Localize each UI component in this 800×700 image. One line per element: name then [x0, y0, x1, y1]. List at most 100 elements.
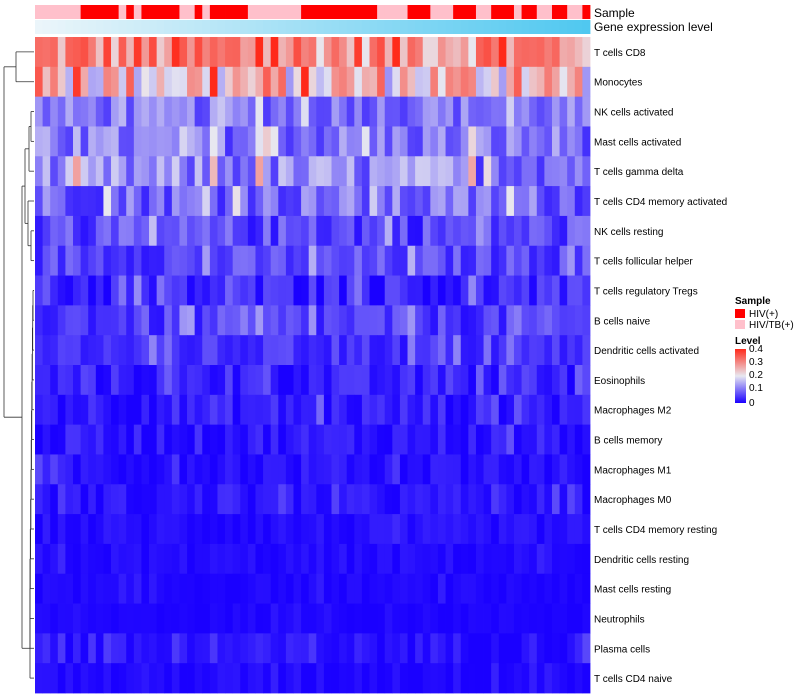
heatmap-cell [187, 96, 196, 127]
heatmap-cell [156, 573, 165, 604]
heatmap-cell [65, 394, 74, 426]
heatmap-cell [270, 633, 279, 664]
heatmap-cell [111, 365, 120, 396]
heatmap-cell [187, 245, 196, 276]
heatmap-cell [209, 484, 218, 515]
heatmap-cell [529, 37, 538, 68]
heatmap-cell [57, 275, 66, 306]
expression-annotation-cell [483, 20, 492, 34]
heatmap-cell [133, 514, 142, 545]
sample-annotation-cell [111, 5, 120, 19]
sample-annotation-label: Sample [594, 6, 635, 20]
heatmap-cell [323, 186, 332, 217]
row-label: Neutrophils [594, 614, 645, 625]
heatmap-cell [506, 394, 515, 426]
legend-label-hiv: HIV(+) [749, 309, 778, 320]
heatmap-cell [551, 186, 560, 217]
heatmap-cell [73, 603, 82, 634]
heatmap-cell [551, 573, 560, 604]
heatmap-cell [111, 275, 120, 306]
heatmap-cell [574, 663, 583, 694]
heatmap-cell [293, 365, 302, 396]
heatmap-cell [65, 663, 74, 694]
heatmap-cell [551, 275, 560, 306]
heatmap-cell [225, 514, 234, 545]
heatmap-cell [384, 335, 393, 366]
heatmap-cell [80, 335, 89, 366]
heatmap-cell [255, 96, 264, 127]
heatmap-cell [118, 543, 127, 575]
heatmap-cell [506, 663, 515, 694]
sample-annotation-cell [582, 5, 591, 19]
heatmap-cell [536, 156, 545, 187]
heatmap-cell [149, 514, 158, 545]
heatmap-cell [361, 37, 370, 68]
heatmap-cell [80, 305, 89, 336]
heatmap-cell [179, 96, 188, 127]
heatmap-cell [278, 335, 287, 366]
heatmap-cell [278, 484, 287, 515]
heatmap-cell [513, 245, 522, 276]
expression-annotation-cell [377, 20, 386, 34]
heatmap-cell [293, 514, 302, 545]
heatmap-cell [194, 126, 203, 157]
heatmap-cell [483, 275, 492, 306]
heatmap-cell [460, 275, 469, 306]
heatmap-cell [247, 215, 256, 247]
heatmap-cell [574, 543, 583, 575]
heatmap-cell [179, 156, 188, 187]
heatmap-cell [582, 484, 591, 515]
heatmap-cell [232, 245, 241, 276]
heatmap-cell [582, 335, 591, 366]
heatmap-cell [171, 365, 180, 396]
heatmap-cell [346, 663, 355, 694]
heatmap-cell [50, 215, 59, 247]
heatmap-cell [521, 663, 530, 694]
heatmap-cell [415, 573, 424, 604]
heatmap-cell [582, 37, 591, 68]
heatmap-cell [491, 305, 500, 336]
heatmap-cell [88, 335, 97, 366]
heatmap-cell [551, 245, 560, 276]
heatmap-cell [559, 514, 568, 545]
heatmap-cell [567, 305, 576, 336]
heatmap-cell [559, 454, 568, 485]
heatmap-cell [468, 126, 477, 157]
heatmap-cell [164, 96, 173, 127]
heatmap-cell [491, 573, 500, 604]
heatmap-cell [42, 543, 51, 575]
heatmap-cell [73, 37, 82, 68]
heatmap-cell [468, 484, 477, 515]
heatmap-cell [483, 633, 492, 664]
heatmap-cell [141, 394, 150, 426]
heatmap-cell [498, 305, 507, 336]
heatmap-cell [369, 96, 378, 127]
heatmap-cell [445, 335, 454, 366]
heatmap-cell [468, 514, 477, 545]
heatmap-cell [491, 365, 500, 396]
expression-annotation-cell [346, 20, 355, 34]
heatmap-cell [468, 394, 477, 426]
heatmap-cell [559, 543, 568, 575]
heatmap-cell [430, 37, 439, 68]
heatmap-cell [491, 514, 500, 545]
heatmap-cell [240, 603, 249, 634]
heatmap-cell [50, 573, 59, 604]
heatmap-cell [164, 543, 173, 575]
heatmap-cell [536, 215, 545, 247]
heatmap-cell [392, 215, 401, 247]
heatmap-cell [179, 424, 188, 455]
heatmap-cell [460, 335, 469, 366]
heatmap-cell [179, 543, 188, 575]
heatmap-cell [126, 245, 135, 276]
legend-sample-title: Sample [735, 296, 771, 307]
heatmap-cell [156, 275, 165, 306]
heatmap-cell [133, 394, 142, 426]
heatmap-cell [88, 156, 97, 187]
expression-annotation-cell [574, 20, 583, 34]
heatmap-cell [331, 186, 340, 217]
heatmap-cell [316, 394, 325, 426]
heatmap-cell [361, 663, 370, 694]
heatmap-cell [187, 603, 196, 634]
sample-annotation-cell [88, 5, 97, 19]
